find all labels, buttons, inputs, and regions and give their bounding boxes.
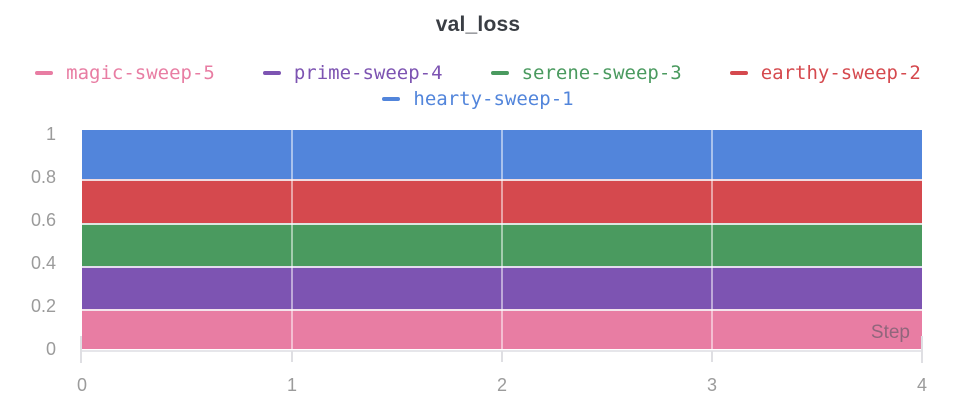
legend-label: hearty-sweep-1 — [413, 88, 574, 110]
legend-line-icon — [490, 71, 509, 75]
legend-row-2: hearty-sweep-1 — [0, 86, 956, 112]
legend-label: prime-sweep-4 — [293, 62, 443, 84]
x-tick-4 — [921, 336, 923, 363]
plot-area — [82, 130, 922, 351]
legend-label: serene-sweep-3 — [521, 62, 682, 84]
y-tick-label-1: 1 — [45, 124, 56, 144]
gridline-x-3 — [711, 130, 713, 349]
legend-line-icon — [35, 71, 54, 75]
y-tick-label-0.2: 0.2 — [30, 296, 56, 316]
gridline-x-1 — [291, 130, 293, 349]
legend-line-icon — [382, 97, 401, 101]
legend-item-magic-sweep-5[interactable]: magic-sweep-5 — [35, 61, 215, 85]
x-tick-label-3: 3 — [706, 375, 717, 395]
x-tick-2 — [501, 351, 503, 362]
legend-item-prime-sweep-4[interactable]: prime-sweep-4 — [262, 61, 443, 85]
x-axis-title: Step — [870, 322, 910, 343]
y-tick-label-0.4: 0.4 — [30, 253, 56, 273]
legend-line-icon — [729, 71, 748, 75]
x-tick-3 — [711, 351, 713, 362]
x-tick-1 — [291, 351, 293, 362]
x-tick-label-1: 1 — [286, 375, 297, 395]
gridline-x-2 — [501, 130, 503, 349]
legend-item-hearty-sweep-1[interactable]: hearty-sweep-1 — [382, 87, 574, 111]
legend-item-earthy-sweep-2[interactable]: earthy-sweep-2 — [729, 61, 921, 85]
x-tick-label-0: 0 — [76, 375, 87, 395]
y-tick-label-0.6: 0.6 — [30, 210, 56, 230]
legend-label: earthy-sweep-2 — [760, 62, 921, 84]
legend-label: magic-sweep-5 — [66, 62, 215, 84]
y-tick-label-0.8: 0.8 — [30, 167, 56, 187]
x-tick-label-4: 4 — [916, 375, 927, 395]
legend-item-serene-sweep-3[interactable]: serene-sweep-3 — [490, 61, 682, 85]
x-tick-0 — [80, 336, 82, 363]
legend-line-icon — [262, 71, 281, 75]
chart-legend: magic-sweep-5 prime-sweep-4 serene-sweep-3… — [0, 60, 956, 112]
legend-row-1: magic-sweep-5 prime-sweep-4 serene-sweep-3… — [0, 60, 956, 86]
x-tick-label-2: 2 — [496, 375, 507, 395]
y-tick-label-0: 0 — [45, 339, 56, 359]
chart-title: val_loss — [435, 13, 521, 36]
